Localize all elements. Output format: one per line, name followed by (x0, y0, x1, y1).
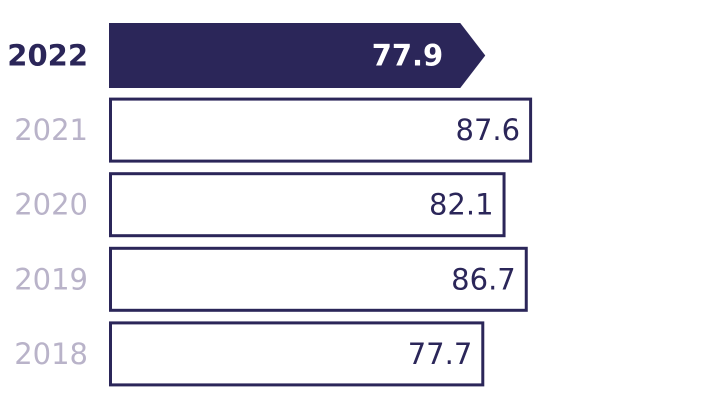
y-tick-label: 2021 (14, 113, 88, 147)
bar (109, 23, 486, 88)
y-tick-label: 2019 (14, 262, 88, 296)
bar (109, 172, 506, 238)
bar (109, 246, 528, 312)
value-label: 82.1 (429, 188, 494, 222)
y-tick-label: 2020 (14, 188, 88, 222)
value-label: 86.7 (451, 262, 516, 296)
y-tick-label: 2022 (7, 39, 88, 73)
value-label: 77.9 (372, 39, 444, 73)
value-label: 77.7 (408, 337, 473, 371)
value-label: 87.6 (456, 113, 521, 147)
bar (109, 97, 533, 163)
y-tick-label: 2018 (14, 337, 88, 371)
bar (109, 321, 485, 387)
